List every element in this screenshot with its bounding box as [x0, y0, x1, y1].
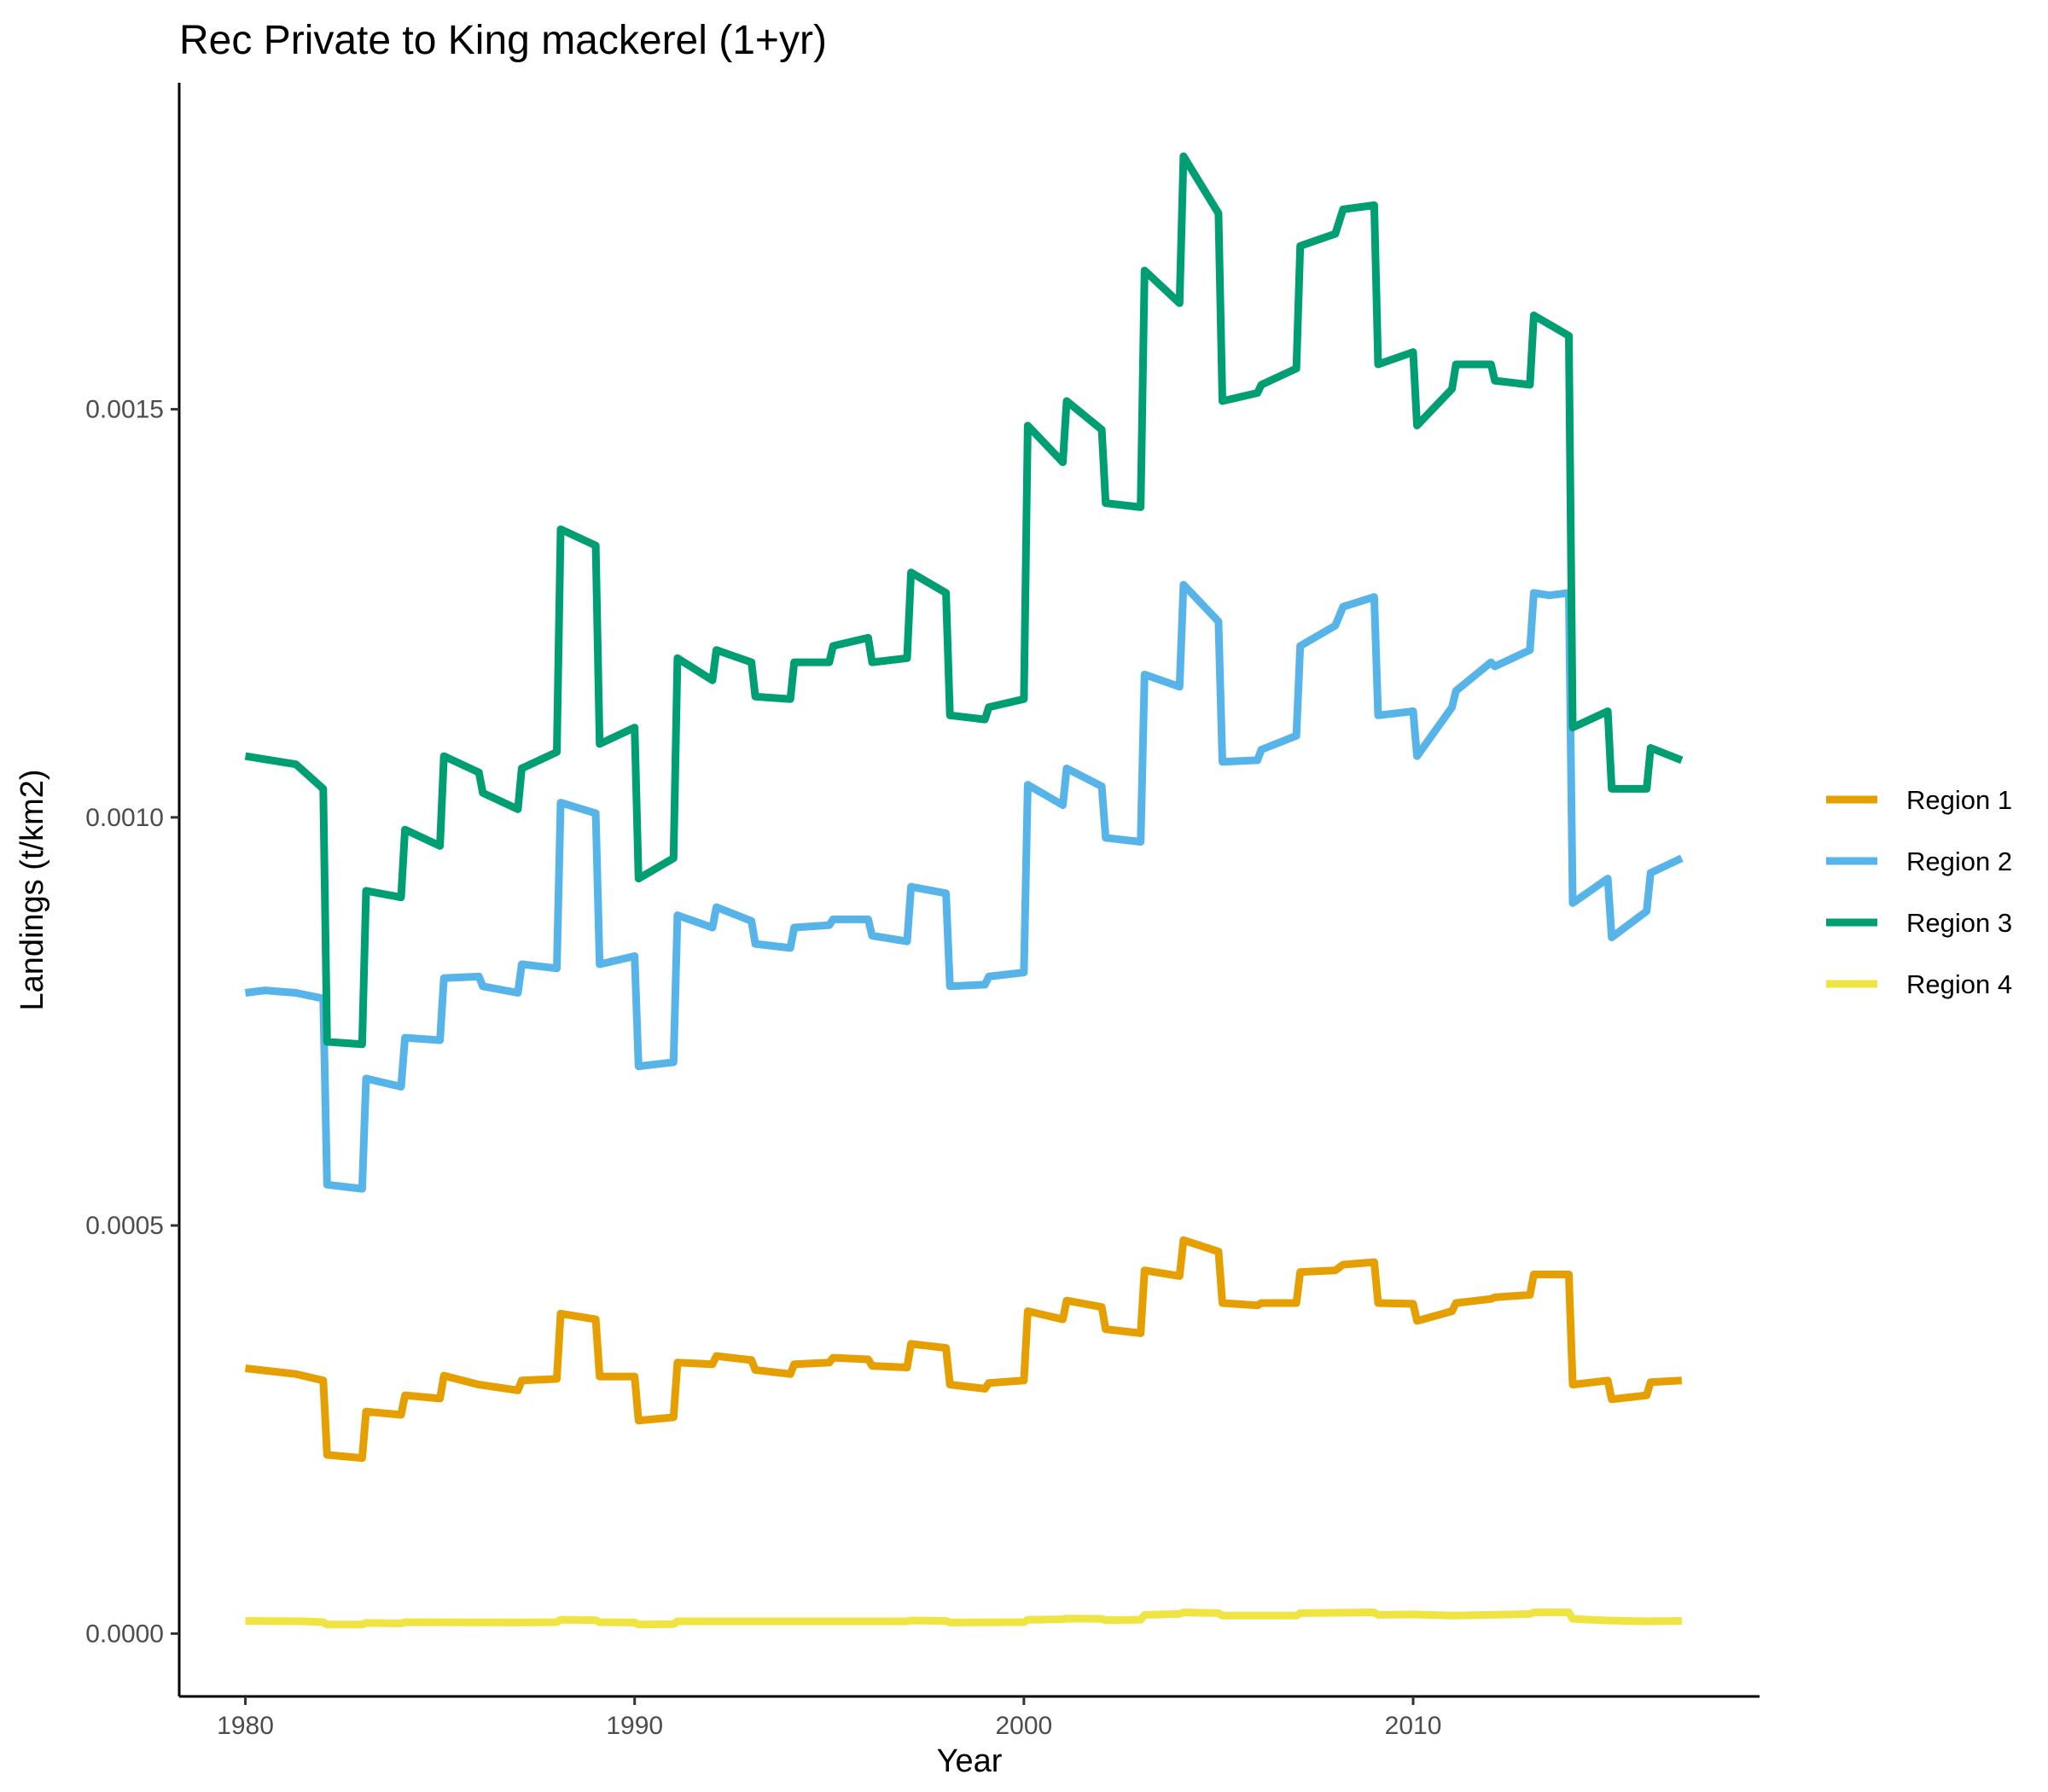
- series-lines: [244, 152, 1684, 1629]
- legend-label-region-1: Region 1: [1906, 785, 2012, 815]
- series-line-region-4: [245, 1609, 1682, 1629]
- chart-title: Rec Private to King mackerel (1+yr): [179, 18, 827, 63]
- series-line-region-2: [244, 580, 1684, 1193]
- legend: Region 1 Region 2 Region 3 Region 4: [1826, 785, 2012, 999]
- series-line-region-3: [244, 152, 1684, 1049]
- series-line-region-1: [244, 1236, 1683, 1463]
- x-axis-ticks: 1980 1990 2000 2010: [217, 1696, 1441, 1740]
- x-tick-label: 2010: [1385, 1712, 1442, 1740]
- y-tick-label: 0.0015: [85, 396, 164, 424]
- legend-label-region-3: Region 3: [1906, 908, 2012, 938]
- y-axis-ticks: 0.0000 0.0005 0.0010 0.0015: [85, 396, 179, 1648]
- legend-label-region-2: Region 2: [1906, 847, 2012, 876]
- x-axis-title: Year: [937, 1743, 1003, 1779]
- x-tick-label: 1980: [217, 1712, 274, 1740]
- y-tick-label: 0.0010: [85, 804, 164, 832]
- plot-area: 0.0000 0.0005 0.0010 0.0015 1980 1990 2000 201…: [85, 83, 1760, 1740]
- legend-label-region-4: Region 4: [1906, 969, 2012, 999]
- y-axis-title: Landings (t/km2): [15, 769, 50, 1010]
- y-tick-label: 0.0005: [85, 1212, 164, 1240]
- x-tick-label: 1990: [606, 1712, 663, 1740]
- y-tick-label: 0.0000: [85, 1620, 164, 1648]
- x-tick-label: 2000: [995, 1712, 1052, 1740]
